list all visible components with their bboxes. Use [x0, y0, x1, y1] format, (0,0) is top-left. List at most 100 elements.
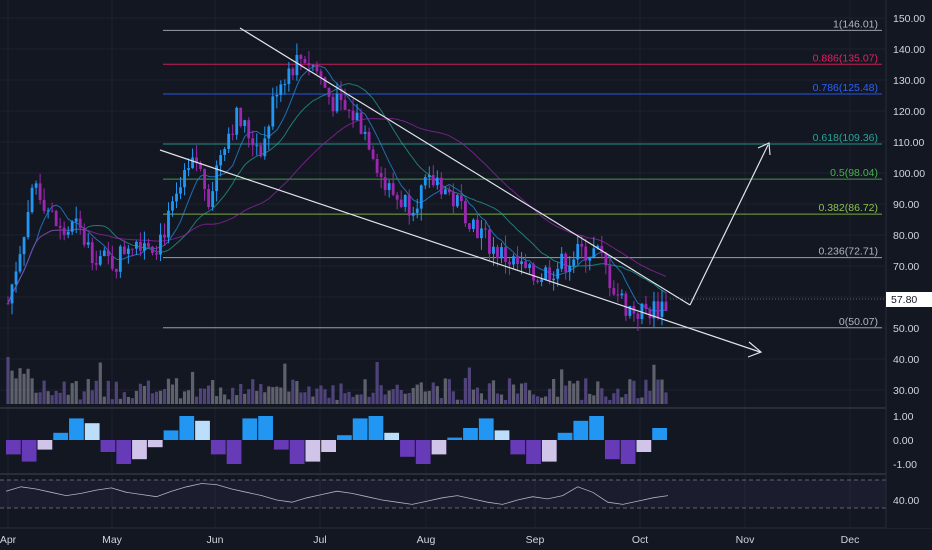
candle-body[interactable]: [536, 280, 540, 283]
candle-body[interactable]: [247, 120, 251, 139]
candle-body[interactable]: [187, 168, 190, 171]
candle-body[interactable]: [335, 93, 339, 112]
candle-body[interactable]: [98, 256, 102, 265]
candle-body[interactable]: [183, 170, 186, 188]
wedge-upper-trendline[interactable]: [239, 27, 691, 306]
candle-body[interactable]: [143, 243, 146, 251]
time-axis[interactable]: Apr May Jun Jul Aug Sep Oct Nov Dec: [0, 534, 859, 546]
candle-body[interactable]: [106, 250, 110, 257]
candle-body[interactable]: [423, 177, 427, 186]
candle-body[interactable]: [70, 221, 74, 232]
candle-body[interactable]: [287, 68, 291, 85]
candle-body[interactable]: [463, 201, 467, 224]
candle-body[interactable]: [664, 301, 668, 312]
candle-body[interactable]: [231, 133, 235, 135]
candle-body[interactable]: [155, 253, 158, 255]
candle-body[interactable]: [367, 131, 371, 150]
candle-body[interactable]: [516, 256, 519, 265]
candle-body[interactable]: [259, 145, 263, 157]
candle-body[interactable]: [431, 174, 435, 186]
candle-body[interactable]: [560, 253, 564, 269]
candle-body[interactable]: [315, 65, 319, 72]
candle-body[interactable]: [74, 218, 78, 222]
candle-body[interactable]: [10, 284, 14, 304]
candle-body[interactable]: [363, 131, 367, 134]
candle-body[interactable]: [102, 250, 106, 257]
candle-body[interactable]: [540, 279, 544, 283]
candle-body[interactable]: [359, 112, 363, 134]
target-arrow-line[interactable]: [689, 144, 769, 306]
candle-body[interactable]: [656, 301, 660, 317]
candle-body[interactable]: [379, 173, 383, 178]
candle-body[interactable]: [267, 126, 271, 139]
candle-body[interactable]: [484, 228, 487, 230]
candle-body[interactable]: [134, 241, 138, 249]
candle-body[interactable]: [580, 243, 584, 247]
candle-body[interactable]: [492, 246, 495, 254]
candle-body[interactable]: [62, 227, 66, 235]
candle-body[interactable]: [147, 243, 150, 247]
candle-body[interactable]: [203, 168, 207, 190]
candle-body[interactable]: [443, 189, 447, 195]
candle-body[interactable]: [616, 294, 620, 296]
candle-body[interactable]: [480, 228, 483, 239]
candle-body[interactable]: [648, 308, 652, 319]
candle-body[interactable]: [588, 257, 592, 261]
candle-body[interactable]: [34, 183, 38, 188]
candle-body[interactable]: [512, 256, 515, 265]
candle-body[interactable]: [191, 157, 194, 169]
candle-body[interactable]: [163, 234, 166, 238]
candle-body[interactable]: [54, 210, 58, 226]
candle-body[interactable]: [139, 241, 142, 251]
candle-body[interactable]: [592, 248, 596, 258]
candle-body[interactable]: [391, 183, 395, 195]
candle-body[interactable]: [548, 267, 552, 281]
candle-body[interactable]: [227, 133, 231, 149]
fibonacci-retracement[interactable]: 1(146.01) 0.886(135.07) 0.786(125.48) 0.618…: [163, 18, 882, 329]
candle-body[interactable]: [323, 77, 327, 88]
price-scale[interactable]: [886, 0, 932, 528]
candle-body[interactable]: [179, 187, 182, 194]
candle-body[interactable]: [564, 253, 568, 272]
candle-body[interactable]: [508, 261, 511, 265]
candle-body[interactable]: [572, 259, 576, 266]
drawing-tools[interactable]: [159, 27, 771, 358]
candle-body[interactable]: [215, 165, 219, 192]
candle-body[interactable]: [66, 231, 70, 235]
candle-body[interactable]: [219, 155, 223, 166]
candle-body[interactable]: [407, 195, 411, 216]
candle-body[interactable]: [640, 303, 644, 319]
candle-body[interactable]: [439, 177, 443, 195]
candle-body[interactable]: [42, 199, 46, 211]
candle-body[interactable]: [532, 264, 535, 281]
candle-body[interactable]: [644, 303, 648, 309]
candle-body[interactable]: [22, 237, 26, 255]
candle-body[interactable]: [600, 245, 604, 253]
candle-body[interactable]: [327, 87, 331, 97]
candle-body[interactable]: [171, 201, 174, 211]
candle-body[interactable]: [488, 229, 491, 254]
candle-body[interactable]: [167, 210, 170, 238]
candle-body[interactable]: [576, 243, 580, 260]
candle-body[interactable]: [307, 63, 311, 66]
candle-body[interactable]: [130, 248, 134, 250]
candle-body[interactable]: [271, 96, 275, 127]
candle-body[interactable]: [596, 245, 600, 249]
candle-body[interactable]: [311, 65, 315, 67]
candle-body[interactable]: [118, 246, 122, 272]
candle-body[interactable]: [303, 59, 307, 64]
candle-body[interactable]: [419, 185, 423, 209]
candle-body[interactable]: [387, 183, 391, 190]
candle-body[interactable]: [544, 267, 548, 280]
candle-body[interactable]: [38, 183, 42, 200]
candle-body[interactable]: [375, 158, 379, 174]
candle-body[interactable]: [126, 248, 130, 254]
candle-body[interactable]: [467, 223, 471, 229]
candle-body[interactable]: [451, 192, 455, 207]
candle-body[interactable]: [50, 210, 54, 212]
candle-body[interactable]: [447, 189, 451, 193]
candle-body[interactable]: [211, 191, 215, 208]
candle-body[interactable]: [476, 219, 479, 239]
candle-body[interactable]: [331, 96, 335, 112]
